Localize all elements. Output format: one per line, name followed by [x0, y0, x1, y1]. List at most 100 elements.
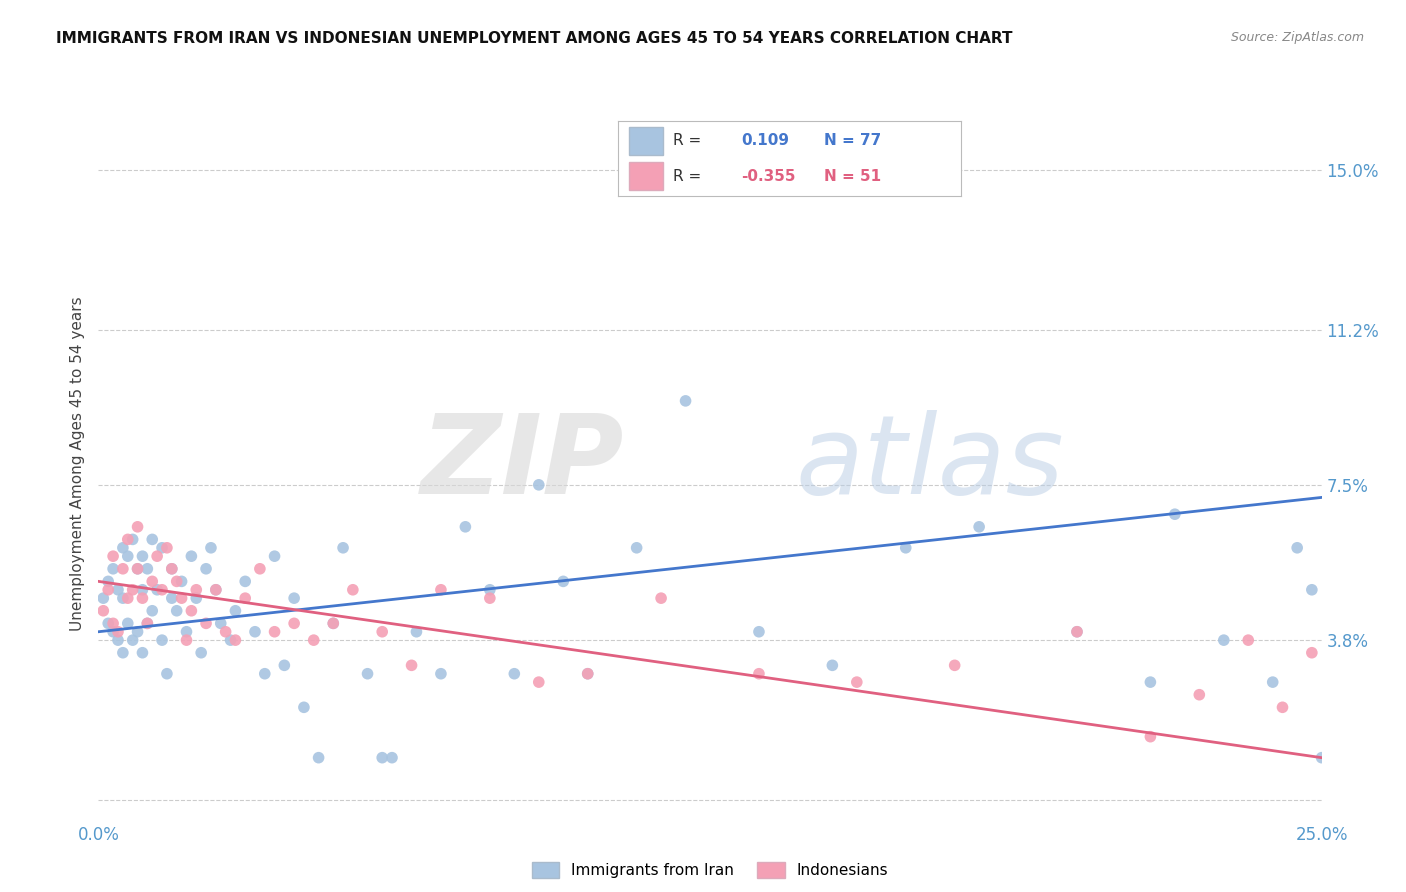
Point: [146, 549, 169, 564]
Point: [107, 624, 129, 639]
Point: [322, 616, 344, 631]
Point: [101, 562, 124, 576]
Point: [650, 591, 672, 606]
Point: [1164, 507, 1187, 521]
Point: [150, 582, 173, 597]
Point: [131, 549, 153, 564]
Point: [478, 582, 501, 597]
Point: [381, 750, 404, 764]
Point: [107, 582, 129, 597]
Point: [263, 624, 285, 639]
Point: [91, 604, 114, 618]
Point: [748, 624, 770, 639]
Point: [141, 604, 163, 618]
Point: [180, 549, 202, 564]
Point: [111, 591, 134, 606]
Point: [186, 591, 208, 606]
Point: [101, 616, 124, 631]
Point: [478, 591, 501, 606]
Point: [121, 633, 143, 648]
Point: [263, 549, 285, 564]
Point: [205, 582, 228, 597]
Point: [454, 520, 477, 534]
Point: [253, 666, 276, 681]
Point: [136, 616, 159, 631]
Point: [156, 541, 179, 555]
Point: [117, 533, 139, 547]
Point: [894, 541, 917, 555]
Point: [576, 666, 599, 681]
Legend: Immigrants from Iran, Indonesians: Immigrants from Iran, Indonesians: [526, 856, 894, 884]
Point: [195, 616, 218, 631]
Text: atlas: atlas: [796, 410, 1064, 517]
Point: [195, 562, 218, 576]
Point: [1271, 700, 1294, 714]
Point: [224, 633, 246, 648]
Point: [160, 562, 183, 576]
Point: [1320, 742, 1343, 756]
Point: [249, 562, 271, 576]
Point: [430, 666, 453, 681]
Point: [273, 658, 295, 673]
Point: [166, 604, 188, 618]
Point: [322, 616, 344, 631]
Point: [283, 591, 305, 606]
Point: [176, 624, 198, 639]
Point: [136, 562, 159, 576]
Point: [1301, 582, 1323, 597]
Point: [200, 541, 222, 555]
Text: IMMIGRANTS FROM IRAN VS INDONESIAN UNEMPLOYMENT AMONG AGES 45 TO 54 YEARS CORREL: IMMIGRANTS FROM IRAN VS INDONESIAN UNEMP…: [56, 31, 1012, 46]
Point: [292, 700, 315, 714]
Point: [101, 549, 124, 564]
Point: [224, 604, 246, 618]
Point: [127, 624, 149, 639]
Point: [117, 591, 139, 606]
Point: [156, 666, 179, 681]
Point: [131, 646, 153, 660]
Point: [121, 533, 143, 547]
Point: [1301, 646, 1323, 660]
Point: [166, 574, 188, 589]
Point: [127, 562, 149, 576]
Point: [111, 541, 134, 555]
Point: [845, 675, 868, 690]
Point: [205, 582, 228, 597]
Point: [430, 582, 453, 597]
Point: [101, 624, 124, 639]
Point: [371, 624, 394, 639]
Text: ZIP: ZIP: [420, 410, 624, 517]
Point: [214, 624, 236, 639]
Point: [527, 478, 550, 492]
Point: [1139, 675, 1161, 690]
Point: [180, 604, 202, 618]
Point: [626, 541, 648, 555]
Point: [160, 562, 183, 576]
Point: [190, 646, 212, 660]
Point: [1320, 507, 1343, 521]
Point: [1066, 624, 1088, 639]
Point: [111, 646, 134, 660]
Point: [553, 574, 575, 589]
Point: [1212, 633, 1234, 648]
Point: [401, 658, 423, 673]
Point: [186, 582, 208, 597]
Point: [1286, 541, 1309, 555]
Point: [356, 666, 378, 681]
Point: [117, 616, 139, 631]
Point: [176, 633, 198, 648]
Point: [131, 591, 153, 606]
Point: [150, 541, 173, 555]
Text: Source: ZipAtlas.com: Source: ZipAtlas.com: [1230, 31, 1364, 45]
Point: [170, 574, 193, 589]
Point: [121, 582, 143, 597]
Point: [405, 624, 427, 639]
Point: [97, 574, 120, 589]
Point: [141, 533, 163, 547]
Point: [243, 624, 266, 639]
Point: [1261, 675, 1284, 690]
Point: [136, 616, 159, 631]
Point: [97, 582, 120, 597]
Point: [503, 666, 526, 681]
Point: [97, 616, 120, 631]
Point: [1237, 633, 1260, 648]
